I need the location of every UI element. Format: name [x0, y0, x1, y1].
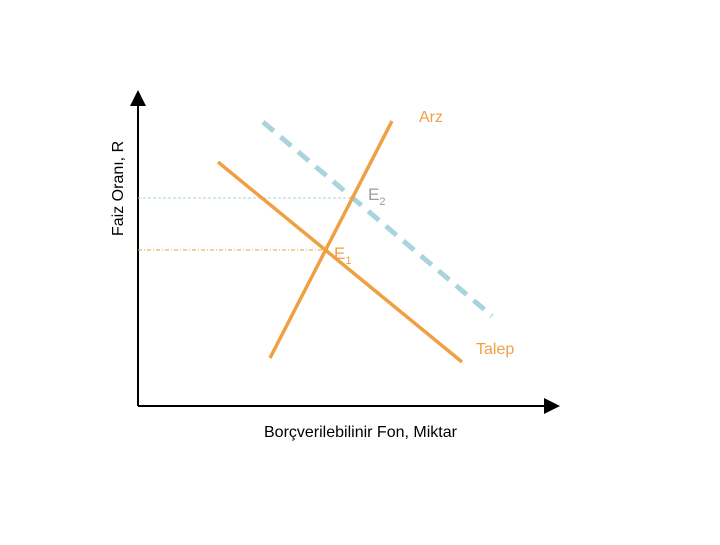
- e1-subscript: 1: [345, 255, 351, 267]
- supply-label: Arz: [419, 109, 443, 126]
- e2-subscript: 2: [379, 196, 385, 208]
- demand-curve: [216, 160, 464, 364]
- y-axis-label: Faiz Oranı, R: [110, 141, 127, 236]
- demand-label: Talep: [476, 341, 514, 358]
- e1-letter: E: [334, 244, 345, 263]
- e2-label: E2: [368, 185, 385, 208]
- x-axis-label: Borçverilebilinir Fon, Miktar: [264, 424, 458, 441]
- e1-label: E1: [334, 244, 351, 267]
- shifted-demand-curve: [261, 120, 494, 318]
- e2-letter: E: [368, 185, 379, 204]
- supply-curve: [268, 120, 394, 359]
